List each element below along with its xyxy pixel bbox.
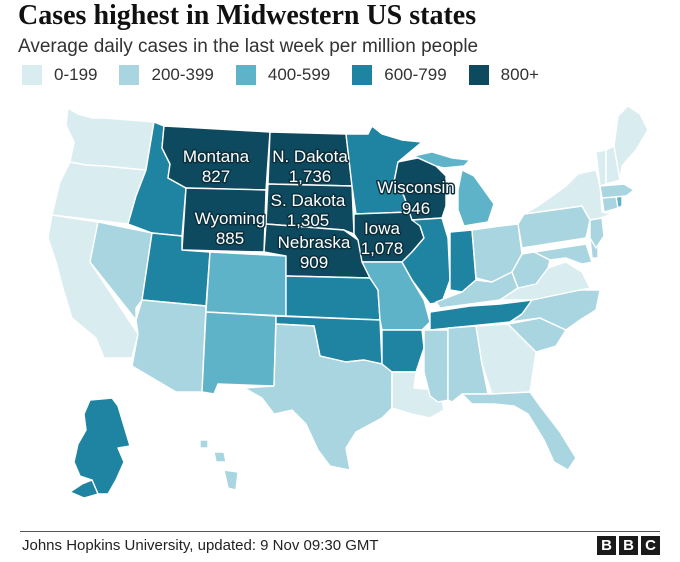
footer-divider <box>20 531 660 532</box>
label-iowa-value: 1,078 <box>361 239 404 258</box>
state-new-mexico <box>201 311 277 395</box>
label-montana-name: Montana <box>183 147 250 166</box>
legend-label: 800+ <box>500 65 539 84</box>
state-florida <box>461 391 577 471</box>
legend-item-400-599: 400-599 <box>235 65 331 85</box>
state-kansas <box>285 275 381 321</box>
state-illinois <box>401 217 451 305</box>
state-alaska <box>73 397 131 495</box>
bbc-logo-letter: B <box>597 536 616 555</box>
state-louisiana <box>391 371 445 419</box>
map-title: Cases highest in Midwestern US states <box>18 0 477 31</box>
legend-label: 600-799 <box>384 65 447 84</box>
legend-swatch <box>119 65 140 85</box>
label-iowa-name: Iowa <box>364 219 400 238</box>
source-note: Johns Hopkins University, updated: 9 Nov… <box>22 537 379 554</box>
state-south-dakota <box>265 183 355 235</box>
us-choropleth-map: Montana 827 N. Dakota 1,736 S. Dakota 1,… <box>47 105 649 499</box>
state-michigan-lower <box>457 169 495 227</box>
state-texas <box>243 323 393 471</box>
bbc-logo: B B C <box>594 536 660 555</box>
label-south-dakota-name: S. Dakota <box>271 191 346 210</box>
label-montana-value: 827 <box>202 167 230 186</box>
label-wisconsin-value: 946 <box>402 199 430 218</box>
legend: 0-199 200-399 400-599 600-799 800+ <box>22 64 561 86</box>
legend-label: 0-199 <box>54 65 98 84</box>
state-massachusetts <box>599 183 635 199</box>
legend-label: 400-599 <box>267 65 331 84</box>
state-michigan-upper <box>413 151 471 169</box>
legend-swatch <box>235 65 256 85</box>
state-hawaii <box>199 439 239 491</box>
label-wisconsin-name: Wisconsin <box>377 178 454 197</box>
legend-item-200-399: 200-399 <box>119 65 214 85</box>
label-nebraska-name: Nebraska <box>278 233 351 252</box>
state-arkansas <box>381 329 425 373</box>
legend-swatch <box>468 65 489 85</box>
label-nebraska-value: 909 <box>300 253 328 272</box>
bbc-logo-letter: C <box>641 536 660 555</box>
legend-item-0-199: 0-199 <box>22 65 97 85</box>
state-alaska-peninsula <box>69 479 99 499</box>
state-maryland <box>533 243 593 265</box>
state-west-virginia <box>511 251 551 289</box>
legend-swatch <box>22 65 42 85</box>
label-north-dakota-name: N. Dakota <box>272 147 348 166</box>
legend-label: 200-399 <box>151 65 214 84</box>
state-arizona <box>131 299 207 393</box>
state-new-jersey <box>589 217 605 249</box>
label-south-dakota-value: 1,305 <box>287 211 330 230</box>
legend-swatch <box>352 65 373 85</box>
label-wyoming-value: 885 <box>216 229 244 248</box>
legend-item-800-plus: 800+ <box>468 65 539 85</box>
label-wyoming-name: Wyoming <box>195 209 266 228</box>
label-north-dakota-value: 1,736 <box>289 167 332 186</box>
state-maine <box>613 105 649 181</box>
bbc-logo-letter: B <box>619 536 638 555</box>
state-washington <box>65 107 155 171</box>
legend-item-600-799: 600-799 <box>352 65 447 85</box>
map-subtitle: Average daily cases in the last week per… <box>18 36 479 57</box>
state-colorado <box>205 251 287 317</box>
